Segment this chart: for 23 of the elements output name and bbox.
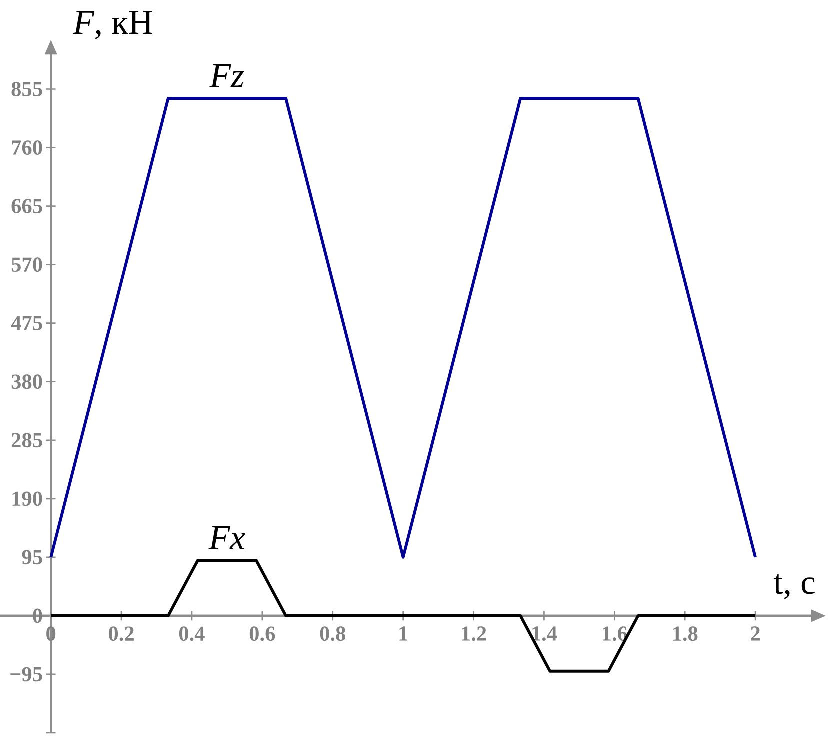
series-label: Fz bbox=[210, 64, 244, 88]
y-tick-label: 760 bbox=[12, 140, 42, 155]
y-tick-label: 190 bbox=[12, 492, 42, 506]
y-tick-label: 475 bbox=[11, 316, 42, 330]
y-tick-label: 285 bbox=[12, 433, 42, 448]
y-tick-label: −95 bbox=[10, 667, 42, 682]
series-label: Fx bbox=[208, 526, 246, 550]
x-tick-label: 1 bbox=[400, 626, 408, 641]
y-tick-label: 380 bbox=[12, 374, 42, 390]
x-tick-label: 0.8 bbox=[320, 626, 346, 642]
x-tick-label: 2 bbox=[751, 626, 760, 641]
y-tick-label: 665 bbox=[12, 199, 42, 214]
x-tick-label: 0.2 bbox=[109, 626, 134, 642]
x-tick-label: 1.4 bbox=[532, 626, 558, 642]
x-tick-label: 1.8 bbox=[673, 626, 698, 642]
x-tick-label: 0.6 bbox=[250, 626, 276, 642]
y-tick-label: 570 bbox=[12, 258, 42, 272]
y-tick-label: 855 bbox=[12, 82, 42, 96]
y-axis-title: F, кН bbox=[72, 11, 152, 40]
x-tick-label: 0.4 bbox=[179, 626, 205, 642]
y-tick-label: 95 bbox=[22, 550, 42, 565]
x-axis-title: t, с bbox=[774, 574, 815, 600]
x-tick-label: 1.2 bbox=[462, 626, 486, 642]
